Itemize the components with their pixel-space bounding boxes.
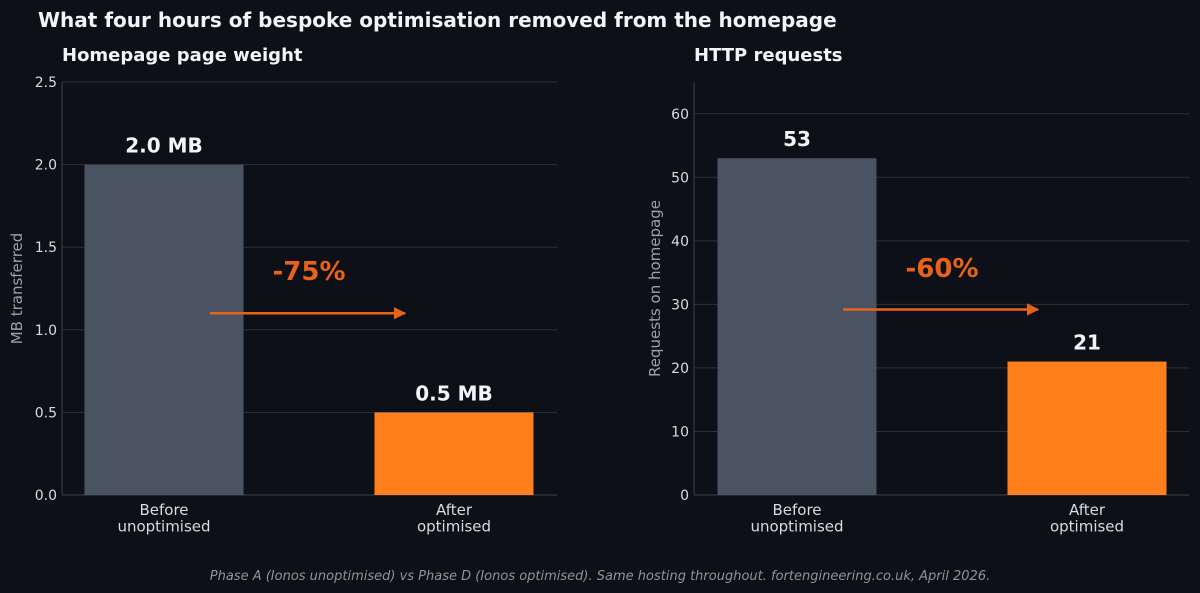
x-tick-label-line: After	[436, 501, 473, 519]
x-tick-label: After optimised	[417, 501, 491, 536]
bar	[1007, 361, 1167, 495]
x-tick-label-line: optimised	[1050, 518, 1124, 536]
http-requests-chart: HTTP requests 0 10 20 30 40 50 60 Requests on ho…	[646, 45, 1189, 536]
figure-caption: Phase A (Ionos unoptimised) vs Phase D (…	[210, 569, 990, 584]
x-tick-label: After optimised	[1050, 501, 1124, 536]
chart-title: HTTP requests	[694, 45, 843, 66]
chart-title: Homepage page weight	[62, 45, 303, 66]
x-tick-label-line: optimised	[417, 518, 491, 536]
bar	[717, 158, 877, 495]
y-tick-label: 1.5	[35, 240, 57, 256]
x-tick-label-line: After	[1069, 501, 1106, 519]
x-tick-label: Before unoptimised	[117, 501, 210, 536]
y-tick-label: 0	[680, 488, 689, 504]
y-tick-label: 10	[671, 424, 689, 440]
x-tick-label-line: Before	[139, 501, 188, 519]
y-tick-label: 20	[671, 361, 689, 377]
bar	[84, 164, 244, 495]
y-tick-label: 40	[671, 234, 689, 250]
y-tick-label: 2.0	[35, 158, 57, 174]
y-tick-label: 60	[671, 107, 689, 123]
page-weight-chart: Homepage page weight 0.0 0.5 1.0 1.5 2.0 2.5 MB…	[8, 45, 557, 536]
x-tick-label: Before unoptimised	[750, 501, 843, 536]
percent-change-label: -75%	[272, 257, 345, 287]
y-axis-label: MB transferred	[8, 233, 26, 345]
y-tick-label: 2.5	[35, 75, 57, 91]
y-axis-label: Requests on homepage	[646, 200, 664, 377]
y-tick-label: 30	[671, 297, 689, 313]
bar	[374, 412, 534, 495]
y-tick-label: 0.5	[35, 405, 57, 421]
y-tick-label: 0.0	[35, 488, 57, 504]
y-tick-label: 50	[671, 170, 689, 186]
bar-value-label: 2.0 MB	[125, 134, 203, 158]
figure-title: What four hours of bespoke optimisation …	[38, 8, 837, 32]
x-tick-label-line: unoptimised	[117, 518, 210, 536]
bar-value-label: 21	[1073, 331, 1101, 355]
x-tick-label-line: Before	[772, 501, 821, 519]
y-tick-label: 1.0	[35, 323, 57, 339]
percent-change-label: -60%	[905, 254, 978, 284]
x-tick-label-line: unoptimised	[750, 518, 843, 536]
bar-value-label: 0.5 MB	[415, 381, 493, 405]
bar-value-label: 53	[783, 127, 811, 151]
